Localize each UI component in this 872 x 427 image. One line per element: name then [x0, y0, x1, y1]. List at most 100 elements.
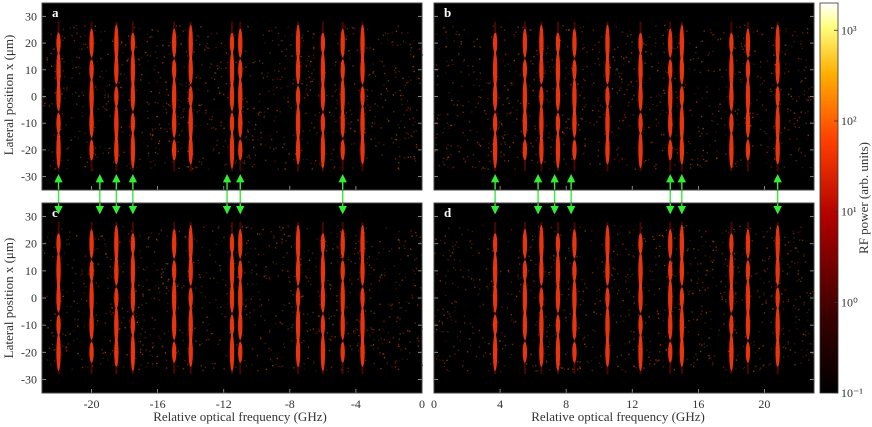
- spectral-line: [89, 222, 94, 374]
- x-tick-label: 8: [563, 397, 569, 411]
- spectral-line: [605, 21, 610, 172]
- panel-label: a: [52, 5, 59, 20]
- spectral-line: [638, 21, 643, 172]
- spectral-line: [638, 222, 643, 374]
- axes-layer: 30 20 10 0 -10 -20 -30 30 20 10 0 -10 -20 -30 -20 -16 -1…: [21, 2, 815, 411]
- spectral-line: [320, 222, 326, 374]
- spectral-line: [340, 222, 345, 374]
- spectral-line: [130, 21, 136, 172]
- spectral-line: [745, 222, 751, 374]
- spectral-line: [229, 21, 235, 172]
- spectral-line: [555, 222, 561, 374]
- spectral-line: [360, 21, 365, 172]
- y-tick-label: -10: [21, 318, 37, 332]
- x-tick-label: -16: [150, 397, 166, 411]
- colorbar-tick-label: 10⁰: [841, 295, 858, 309]
- y-axis-label-top: Lateral position x (μm): [1, 35, 16, 156]
- spectral-line: [492, 222, 498, 374]
- panel-frame: [433, 202, 815, 394]
- x-tick-label: -12: [216, 397, 232, 411]
- spectral-line: [572, 21, 577, 172]
- spectral-line: [171, 222, 177, 374]
- panel-label: c: [52, 205, 58, 220]
- spectral-line: [340, 21, 345, 172]
- y-tick-label: 0: [31, 90, 37, 104]
- spectral-line: [295, 21, 301, 172]
- panels-layer: a b c d: [42, 3, 815, 393]
- panel-frame: [433, 2, 815, 191]
- colorbar-ticks: 10³ 10² 10¹ 10⁰ 10⁻¹: [834, 23, 863, 400]
- y-tick-label: -30: [21, 372, 37, 386]
- spectral-line: [130, 222, 136, 374]
- arrows-layer: [54, 174, 782, 215]
- spectral-line: [555, 21, 561, 172]
- x-tick-label: 12: [626, 397, 638, 411]
- colorbar-tick-label: 10¹: [841, 205, 857, 219]
- spectral-line: [89, 21, 94, 172]
- colorbar: [819, 2, 839, 394]
- y-tick-label: -20: [21, 345, 37, 359]
- spectral-line: [229, 222, 235, 374]
- spectral-line: [668, 222, 673, 374]
- spectral-line: [188, 222, 193, 374]
- x-tick-label: 0: [431, 397, 437, 411]
- spectral-line: [56, 222, 61, 374]
- x-axis-label-right: Relative optical frequency (GHz): [531, 409, 705, 424]
- spectral-line: [539, 21, 544, 172]
- panel-a: a: [42, 3, 424, 190]
- spectral-line: [572, 222, 577, 374]
- spectral-line: [295, 222, 301, 374]
- y-tick-label: 10: [25, 63, 37, 77]
- spectral-line: [171, 21, 177, 172]
- spectral-line: [238, 21, 243, 172]
- colorbar-label: RF power (arb. units): [856, 142, 871, 254]
- spectral-line: [679, 21, 685, 172]
- panel-background: [434, 203, 814, 393]
- spectral-line: [320, 21, 326, 172]
- panel-frame: [41, 2, 423, 191]
- y-axis-label-bottom: Lateral position x (μm): [1, 238, 16, 359]
- x-tick-label: -8: [285, 397, 295, 411]
- spectral-line: [360, 222, 365, 374]
- speckle-noise: [434, 224, 815, 373]
- x-tick-label: -20: [84, 397, 100, 411]
- spectral-line: [605, 222, 610, 374]
- y-tick-label: -10: [21, 116, 37, 130]
- panel-frame: [41, 202, 423, 394]
- panel-b: b: [434, 3, 815, 190]
- spectral-line: [238, 222, 243, 374]
- spectral-line: [668, 21, 673, 172]
- spectral-line: [522, 21, 528, 172]
- panel-label: b: [444, 5, 451, 20]
- panel-label: d: [444, 205, 452, 220]
- x-tick-label: 4: [497, 397, 503, 411]
- x-tick-label: -4: [351, 397, 361, 411]
- x-tick-label: 0: [419, 397, 425, 411]
- colorbar-tick-label: 10²: [841, 114, 857, 128]
- colorbar-tick-label: 10³: [841, 23, 857, 37]
- spectral-line: [539, 222, 544, 374]
- x-tick-label: 20: [758, 397, 770, 411]
- spectral-line: [775, 222, 780, 374]
- spectral-line: [729, 21, 734, 172]
- y-tick-label: -30: [21, 170, 37, 184]
- x-axis-label-left: Relative optical frequency (GHz): [153, 409, 327, 424]
- panel-background: [434, 3, 814, 190]
- y-tick-label: 30: [25, 9, 37, 23]
- spectral-line: [114, 21, 119, 172]
- spectral-line: [56, 21, 61, 172]
- y-tick-label: 0: [31, 291, 37, 305]
- panel-c: c: [42, 203, 423, 393]
- spectral-line: [522, 222, 528, 374]
- spectral-line: [114, 222, 119, 374]
- spectral-line: [745, 21, 751, 172]
- y-tick-label: -20: [21, 143, 37, 157]
- colorbar-tick-label: 10⁻¹: [841, 386, 863, 400]
- y-tick-label: 30: [25, 210, 37, 224]
- spectral-line: [188, 21, 193, 172]
- spectral-line: [679, 222, 685, 374]
- y-tick-label: 20: [25, 36, 37, 50]
- spectral-line: [492, 21, 498, 172]
- x-tick-label: 16: [692, 397, 704, 411]
